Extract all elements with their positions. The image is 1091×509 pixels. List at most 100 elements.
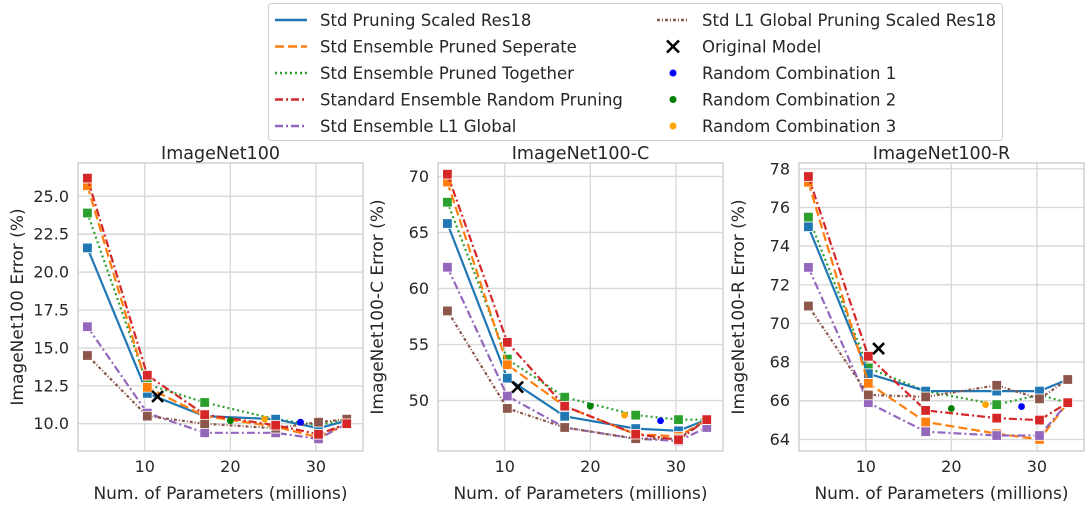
series-line	[807, 181, 1069, 441]
data-point	[920, 416, 931, 428]
y-tick-label: 20.0	[33, 263, 69, 282]
data-point	[142, 382, 153, 393]
data-point	[502, 359, 513, 370]
y-tick-label: 65	[409, 223, 429, 242]
chart-panel: 10 20 30 64 66 68 70 72 74 76 78 ImageNet100-R Num. …	[729, 144, 1085, 504]
random-combination-point	[226, 417, 234, 425]
plot-frame	[77, 162, 364, 452]
x-tick-label: 20	[941, 457, 961, 476]
legend-item: Original Model	[666, 38, 821, 57]
y-tick-label: 64	[770, 430, 790, 449]
data-point	[1062, 397, 1073, 408]
series-line	[807, 266, 1069, 437]
random-combination-point	[621, 411, 628, 419]
data-point	[313, 416, 324, 428]
data-point	[442, 262, 453, 273]
legend-marker-dot	[669, 122, 677, 130]
data-point	[701, 414, 712, 425]
data-point	[920, 391, 931, 403]
random-combination-point	[1018, 403, 1025, 410]
data-point	[559, 400, 570, 412]
y-tick-label: 76	[770, 198, 790, 217]
data-point	[82, 172, 93, 184]
data-point	[991, 412, 1002, 424]
random-combination-point	[657, 417, 664, 425]
chart-title: ImageNet100	[161, 144, 280, 164]
data-point	[1034, 430, 1045, 441]
data-point	[82, 207, 93, 219]
data-point	[803, 262, 814, 273]
random-combination-point	[947, 405, 955, 412]
x-axis-label: Num. of Parameters (millions)	[93, 484, 347, 504]
y-tick-label: 70	[770, 314, 790, 333]
series-line	[807, 305, 1069, 401]
plot-frame	[798, 162, 1085, 452]
series-line	[446, 310, 708, 440]
legend-label: Original Model	[702, 38, 821, 57]
legend-label: Std L1 Global Pruning Scaled Res18	[702, 11, 996, 30]
random-combination-point	[586, 402, 594, 410]
data-point	[82, 350, 93, 361]
data-point	[270, 420, 281, 431]
legend-label: Std Pruning Scaled Res18	[320, 11, 531, 30]
x-axis-label: Num. of Parameters (millions)	[453, 484, 707, 504]
y-tick-label: 12.5	[33, 376, 69, 395]
y-tick-label: 22.5	[33, 225, 69, 244]
plot-frame	[437, 162, 724, 452]
legend-label: Std Ensemble L1 Global	[320, 117, 516, 136]
original-model-point	[872, 342, 886, 355]
data-point	[863, 351, 874, 362]
legend-marker-x	[666, 39, 680, 54]
y-axis-label: ImageNet100-R Error (%)	[729, 199, 749, 414]
original-model-point	[511, 380, 525, 394]
legend-label: Std Ensemble Pruned Seperate	[320, 38, 577, 57]
series-line	[446, 223, 708, 432]
data-point	[199, 397, 210, 408]
legend-item: Random Combination 2	[669, 91, 896, 110]
data-point	[442, 218, 453, 229]
legend-item: Std Ensemble L1 Global	[275, 117, 516, 136]
data-point	[991, 380, 1002, 391]
legend-item: Random Combination 1	[669, 64, 896, 83]
series-line	[446, 181, 708, 438]
y-tick-label: 50	[409, 391, 429, 410]
data-point	[199, 418, 210, 429]
y-tick-label: 60	[409, 279, 429, 298]
data-point	[920, 426, 931, 437]
y-tick-label: 15.0	[33, 338, 69, 357]
data-point	[142, 410, 153, 422]
data-point	[442, 197, 453, 208]
chart-panel: 10 20 30 50 55 60 65 70 ImageNet100-C Num. of Par…	[368, 144, 724, 504]
legend-item: Std Ensemble Pruned Together	[275, 64, 574, 83]
x-tick-label: 10	[135, 457, 155, 476]
legend-item: Standard Ensemble Random Pruning	[275, 91, 623, 110]
y-axis-label: ImageNet100-C Error (%)	[368, 199, 388, 414]
legend-item: Std Ensemble Pruned Seperate	[275, 38, 577, 57]
data-point	[82, 242, 93, 254]
data-point	[559, 392, 570, 403]
series-line	[86, 354, 347, 430]
original-model-point	[151, 390, 165, 403]
data-point	[142, 370, 153, 381]
data-point	[559, 422, 570, 433]
series-line	[86, 326, 348, 441]
data-point	[803, 171, 814, 182]
data-point	[1034, 414, 1045, 426]
y-tick-label: 68	[770, 353, 790, 372]
y-tick-label: 10.0	[33, 414, 69, 433]
data-point	[991, 399, 1002, 410]
data-point	[442, 305, 453, 317]
legend-label: Random Combination 1	[702, 64, 896, 83]
data-point	[630, 409, 641, 421]
x-tick-label: 30	[1027, 457, 1047, 476]
data-point	[630, 428, 641, 440]
random-combination-point	[261, 415, 268, 423]
data-point	[1062, 374, 1073, 385]
legend-item: Std Pruning Scaled Res18	[275, 11, 531, 30]
chart-title: ImageNet100-R	[873, 144, 1010, 164]
x-tick-label: 10	[495, 457, 515, 476]
y-tick-label: 74	[770, 237, 790, 256]
data-point	[199, 427, 210, 439]
legend-label: Random Combination 2	[702, 91, 896, 110]
data-point	[803, 221, 814, 232]
